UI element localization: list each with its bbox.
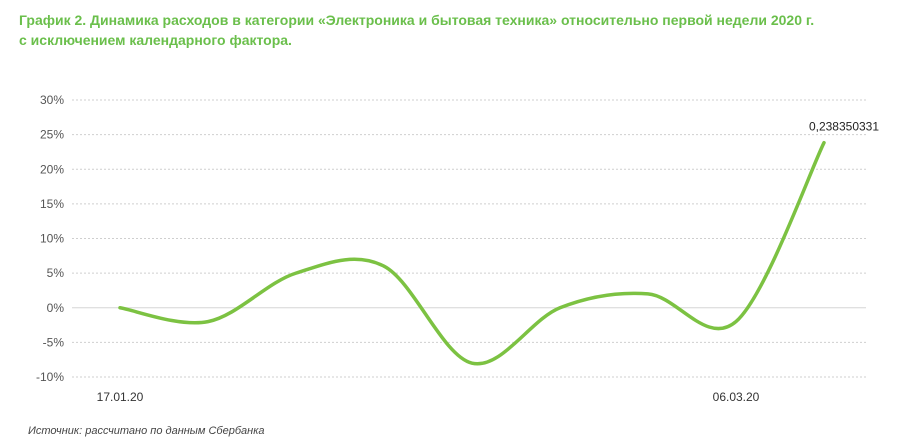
- y-tick-label: 15%: [40, 197, 64, 211]
- chart-series: [118, 140, 826, 366]
- source-note: Источник: рассчитано по данным Сбербанка: [28, 425, 265, 437]
- y-tick-label: -10%: [36, 370, 64, 384]
- series-line: [118, 140, 826, 366]
- data-point: [207, 320, 210, 323]
- data-point: [471, 362, 474, 365]
- data-point: [383, 265, 386, 268]
- x-tick-label: 17.01.20: [97, 390, 144, 404]
- data-point: [559, 306, 562, 309]
- x-tick-label: 06.03.20: [713, 390, 760, 404]
- y-tick-label: 25%: [40, 128, 64, 142]
- y-axis-tick-labels: -10% -5% 0% 5% 10% 15% 20% 25% 30%: [36, 93, 64, 384]
- x-axis-tick-labels: 17.01.20 06.03.20: [97, 390, 760, 404]
- y-tick-label: -5%: [43, 335, 65, 349]
- chart-title-line-2: с исключением календарного фактора.: [19, 32, 292, 48]
- data-point: [735, 320, 738, 323]
- y-tick-label: 30%: [40, 93, 64, 107]
- y-tick-label: 20%: [40, 162, 64, 176]
- data-point: [119, 306, 122, 309]
- chart-title: График 2. Динамика расходов в категории …: [19, 10, 879, 50]
- chart-gridlines: [72, 99, 866, 378]
- y-tick-label: 0%: [47, 301, 65, 315]
- data-point: [295, 272, 298, 275]
- y-tick-label: 5%: [47, 266, 65, 280]
- y-tick-label: 10%: [40, 232, 64, 246]
- data-label: 0,238350331: [809, 120, 879, 134]
- chart-title-line-1: График 2. Динамика расходов в категории …: [19, 12, 815, 28]
- chart-annotations: 0,238350331: [809, 120, 879, 134]
- data-point: [647, 292, 650, 295]
- data-point: [823, 141, 826, 144]
